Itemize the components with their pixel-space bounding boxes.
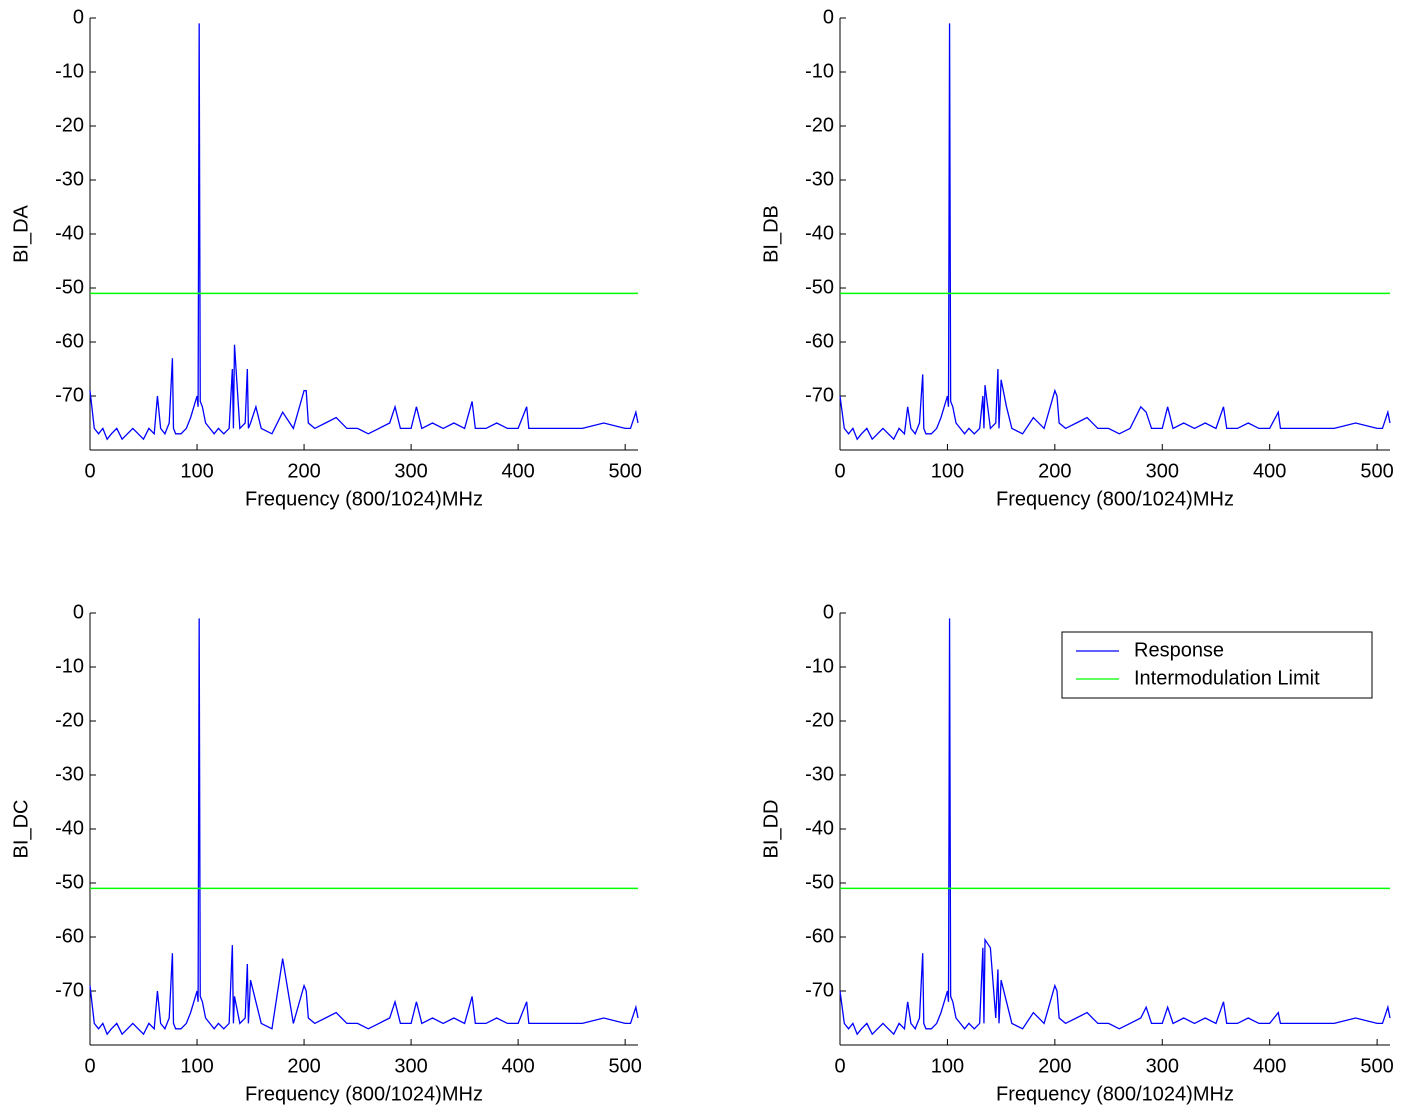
x-tick-label: 400 xyxy=(501,1055,534,1077)
y-tick-label: -40 xyxy=(55,222,84,244)
y-tick-label: -10 xyxy=(55,655,84,677)
y-tick-label: -70 xyxy=(55,384,84,406)
y-tick-label: 0 xyxy=(73,601,84,623)
x-axis-label: Frequency (800/1024)MHz xyxy=(245,1083,483,1105)
x-tick-label: 100 xyxy=(180,460,213,482)
x-tick-label: 300 xyxy=(394,1055,427,1077)
y-tick-label: -50 xyxy=(805,871,834,893)
x-tick-label: 400 xyxy=(1253,1055,1286,1077)
y-tick-label: -10 xyxy=(805,60,834,82)
x-tick-label: 300 xyxy=(1146,460,1179,482)
legend-box xyxy=(1061,631,1373,699)
y-tick-label: 0 xyxy=(823,601,834,623)
x-tick-label: 400 xyxy=(1253,460,1286,482)
y-axis-label: BI_DD xyxy=(760,800,782,859)
y-tick-label: -50 xyxy=(805,276,834,298)
response-line xyxy=(89,618,639,1036)
y-tick-label: -40 xyxy=(805,222,834,244)
y-tick-label: -60 xyxy=(55,330,84,352)
x-tick-label: 400 xyxy=(501,460,534,482)
y-tick-label: -20 xyxy=(805,114,834,136)
subplot: 0 -10 -20 -30 -40 -50 -60 -70 0 100 200 300 400 500 Fr… xyxy=(760,601,1394,1105)
x-axis-label: Frequency (800/1024)MHz xyxy=(996,1083,1234,1105)
response-line xyxy=(839,23,1391,441)
x-tick-label: 500 xyxy=(608,460,641,482)
subplot: 0 -10 -20 -30 -40 -50 -60 -70 0 100 200 300 400 500 Fr… xyxy=(10,6,642,510)
y-tick-label: -30 xyxy=(55,763,84,785)
x-tick-label: 500 xyxy=(608,1055,641,1077)
y-tick-label: 0 xyxy=(823,6,834,28)
y-tick-label: -50 xyxy=(55,276,84,298)
x-tick-label: 200 xyxy=(1038,1055,1071,1077)
y-tick-label: -40 xyxy=(805,817,834,839)
y-tick-label: -30 xyxy=(55,168,84,190)
x-tick-label: 100 xyxy=(180,1055,213,1077)
response-line xyxy=(89,23,639,441)
x-axis-label: Frequency (800/1024)MHz xyxy=(245,488,483,510)
x-tick-label: 500 xyxy=(1360,1055,1393,1077)
x-tick-label: 300 xyxy=(394,460,427,482)
subplot: 0 -10 -20 -30 -40 -50 -60 -70 0 100 200 300 400 500 Fr… xyxy=(10,601,642,1105)
x-tick-label: 100 xyxy=(931,1055,964,1077)
response-line xyxy=(839,618,1391,1036)
y-tick-label: -20 xyxy=(55,114,84,136)
y-tick-label: -30 xyxy=(805,763,834,785)
subplot: 0 -10 -20 -30 -40 -50 -60 -70 0 100 200 300 400 500 Fr… xyxy=(760,6,1394,510)
x-tick-label: 200 xyxy=(287,460,320,482)
y-tick-label: -30 xyxy=(805,168,834,190)
y-tick-label: -40 xyxy=(55,817,84,839)
y-tick-label: 0 xyxy=(73,6,84,28)
y-tick-label: -70 xyxy=(805,979,834,1001)
y-tick-label: -60 xyxy=(55,925,84,947)
x-tick-label: 0 xyxy=(834,1055,845,1077)
x-tick-label: 300 xyxy=(1146,1055,1179,1077)
y-tick-label: -60 xyxy=(805,330,834,352)
y-axis-label: BI_DC xyxy=(10,800,32,859)
y-axis-label: BI_DB xyxy=(760,205,782,263)
y-axis-label: BI_DA xyxy=(10,204,32,262)
x-tick-label: 0 xyxy=(84,460,95,482)
y-tick-label: -70 xyxy=(805,384,834,406)
x-tick-label: 100 xyxy=(931,460,964,482)
legend-label: Intermodulation Limit xyxy=(1134,667,1320,689)
y-tick-label: -60 xyxy=(805,925,834,947)
x-tick-label: 0 xyxy=(84,1055,95,1077)
y-tick-label: -10 xyxy=(55,60,84,82)
x-axis-label: Frequency (800/1024)MHz xyxy=(996,488,1234,510)
x-tick-label: 0 xyxy=(834,460,845,482)
y-tick-label: -70 xyxy=(55,979,84,1001)
y-tick-label: -20 xyxy=(805,709,834,731)
legend-label: Response xyxy=(1134,639,1224,661)
y-tick-label: -50 xyxy=(55,871,84,893)
x-tick-label: 200 xyxy=(287,1055,320,1077)
x-tick-label: 200 xyxy=(1038,460,1071,482)
y-tick-label: -20 xyxy=(55,709,84,731)
y-tick-label: -10 xyxy=(805,655,834,677)
x-tick-label: 500 xyxy=(1360,460,1393,482)
